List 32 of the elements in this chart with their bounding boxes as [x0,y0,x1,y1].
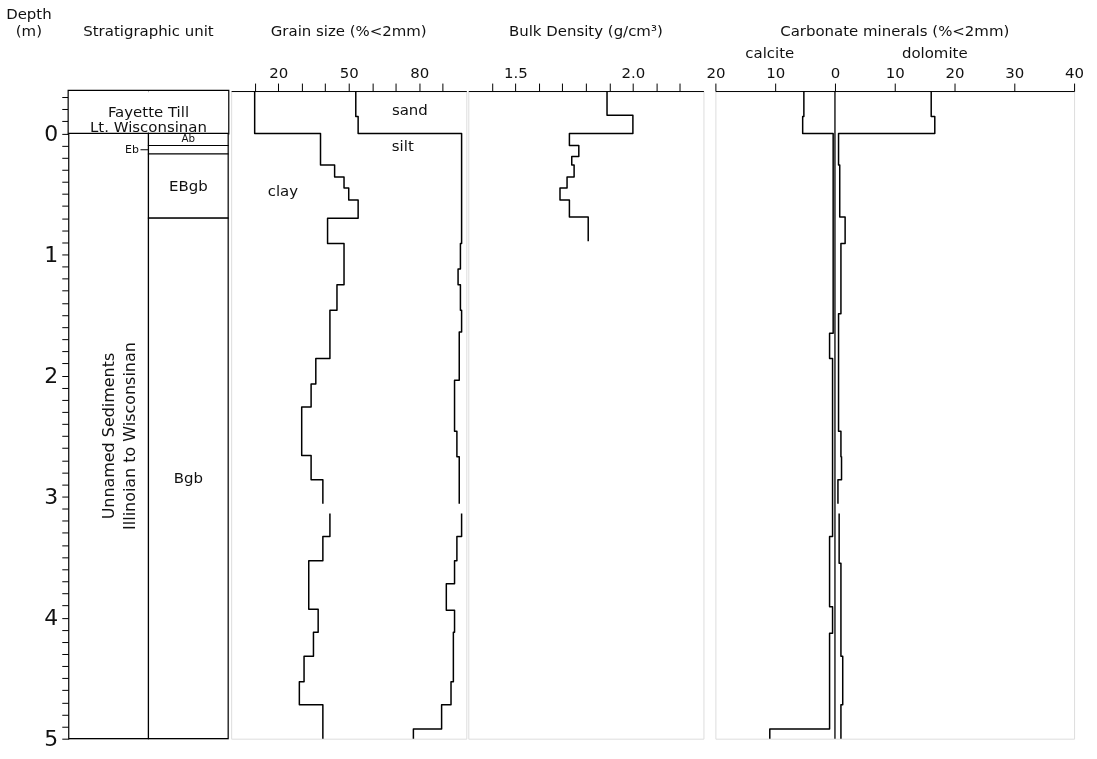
y-tick-label: 1 [44,241,59,267]
x-tick-label: 20 [269,63,289,82]
annotation: clay [267,182,299,201]
series-label: Unnamed Sediments Illinoian to Wisconsinan [98,342,140,530]
x-tick-label: 10 [885,63,905,82]
chart-title: Stratigraphic unit [83,22,214,41]
series-label: Bgb [173,469,203,488]
x-tick-label: 80 [410,63,430,82]
legend-label: Eb [125,142,139,156]
y-axis-title: Depth (m) [6,5,52,41]
annotation: sand [391,101,428,120]
y-tick-label: 4 [44,605,59,631]
text: calcite [745,44,795,63]
x-tick-label: 2.0 [621,63,646,82]
series-label: EBgb [168,177,208,196]
x-tick-label: 0 [830,63,841,82]
y-tick-label: 3 [44,484,59,510]
annotation: silt [391,137,414,156]
x-tick-label: 40 [1065,63,1085,82]
x-tick-label: 20 [945,63,965,82]
y-tick-label: 5 [44,726,59,752]
y-tick-label: 0 [44,120,59,146]
x-tick-label: 50 [339,63,359,82]
text: dolomite [901,44,968,63]
x-tick-label: 10 [766,63,786,82]
x-tick-label: 20 [706,63,726,82]
y-tick-label: 2 [44,363,59,388]
x-tick-label: 30 [1005,63,1025,82]
chart-title: Grain size (%<2mm) [270,22,427,41]
chart-title: Bulk Density (g/cm³) [509,22,663,41]
x-tick-label: 1.5 [503,63,528,82]
chart-title: Carbonate minerals (%<2mm) [780,22,1010,41]
